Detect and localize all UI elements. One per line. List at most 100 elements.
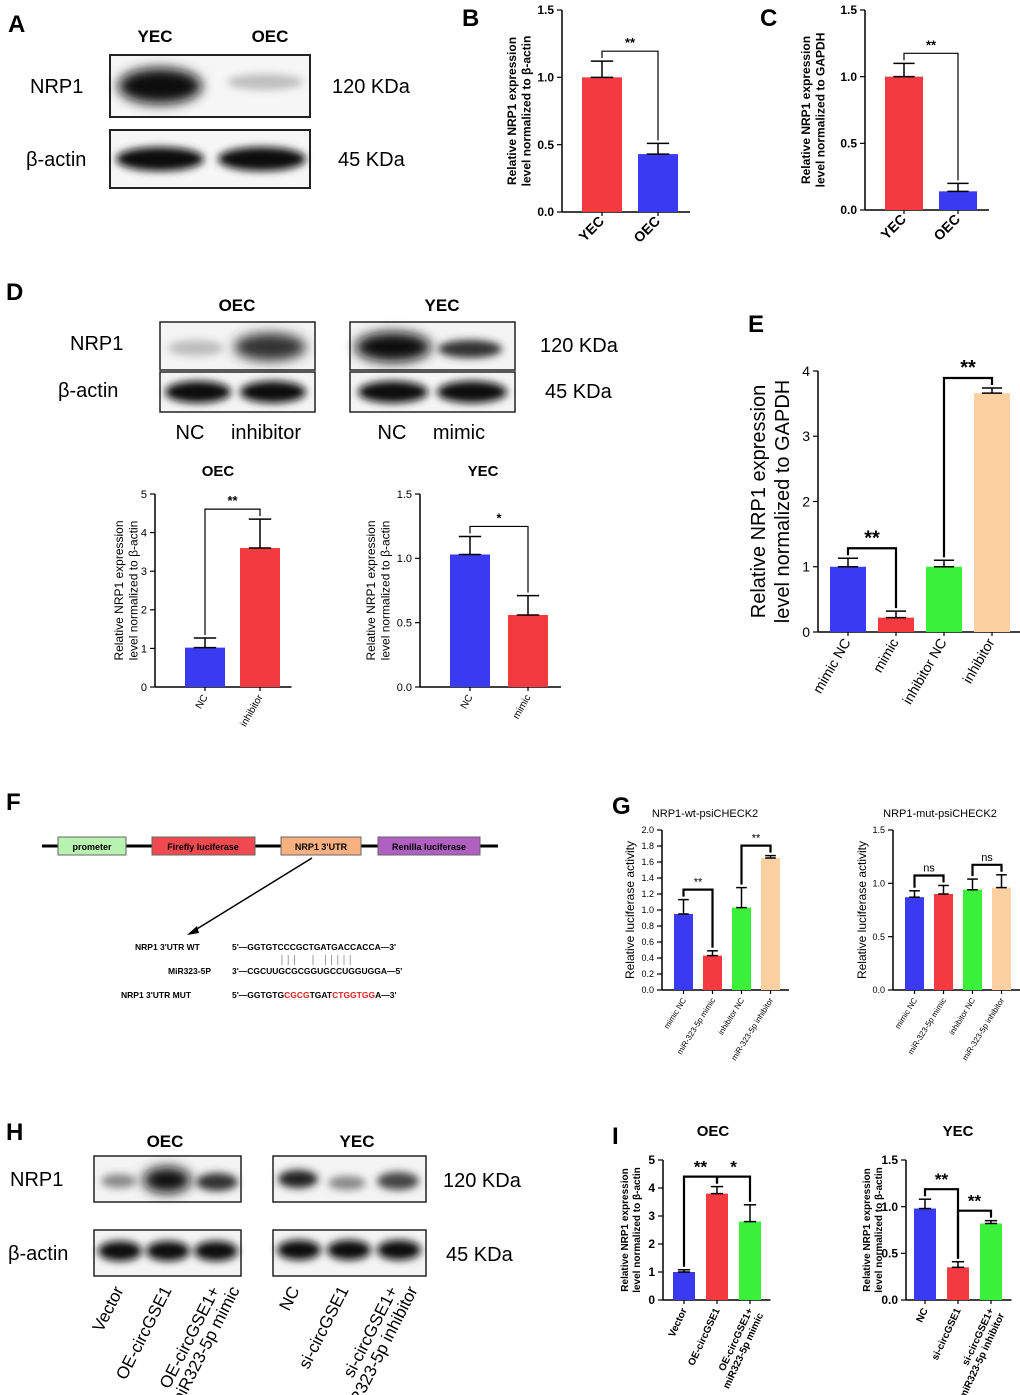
y-tick-label: 1.6: [641, 857, 654, 867]
bar: [673, 1272, 695, 1300]
band-h-yec-1-nrp1: [278, 1170, 318, 1188]
y-axis-label-line: level normalized to β-actin: [378, 521, 392, 661]
panel-letter-e: E: [748, 311, 764, 338]
chart-title: OEC: [202, 463, 235, 480]
y-axis-label: Relative NRP1 expressionlevel normalized…: [112, 520, 140, 660]
significance-label: ns: [981, 852, 993, 864]
y-tick-label: 1: [648, 1265, 655, 1279]
chart-d2: YEC 0.0 0.5 1.0 1.5 Relative NRP1 expressionl…: [364, 463, 561, 721]
band-h-yec-3-nrp1: [377, 1172, 419, 1190]
y-tick-label: 1.5: [537, 3, 554, 17]
y-tick-label: 3: [648, 1209, 655, 1223]
x-tick-label: mimic: [869, 636, 901, 676]
band-h-yec-1-bactin: [277, 1240, 321, 1260]
utr-arrow: [191, 857, 313, 933]
x-tick-label: si-circGSE1: [930, 1306, 964, 1362]
y-tick-label: 5: [141, 489, 147, 501]
bar: [905, 897, 924, 990]
box-firefly-label: Firefly luciferase: [167, 842, 239, 852]
bar: [703, 955, 722, 990]
panel-letter-c: C: [760, 5, 777, 32]
chart-c: C 0.0 0.5 1.0 1.5 Relative NRP1 expressionlev…: [760, 3, 989, 244]
x-tick-label: YEC: [575, 213, 607, 245]
panel-letter-a: A: [8, 11, 25, 38]
y-axis-label-line: level normalized to GAPDH: [772, 380, 794, 623]
chart-e: E 0 1 2 3 4 Relative NRP1 expression level norm…: [748, 311, 1020, 707]
panel-a-blot: A YEC OEC NRP1 120 KDa β-actin 45 KDa: [8, 11, 411, 189]
bar: [992, 887, 1011, 990]
band-h-oec-2-nrp1: [143, 1167, 191, 1193]
size-label-h-nrp1: 120 KDa: [443, 1170, 522, 1192]
x-tick-label: NC: [915, 1307, 931, 1325]
panel-h-blot: H OEC YEC NRP1 β-actin 120 KDa 45 KDa Ve…: [6, 1119, 522, 1395]
chart-title: YEC: [943, 1123, 974, 1140]
row-label-h-bactin: β-actin: [8, 1243, 68, 1265]
y-tick-label: 0.0: [641, 985, 654, 995]
significance-bracket: [903, 52, 959, 181]
bar: [939, 191, 977, 210]
x-tick-label: mimic NC: [893, 996, 919, 1030]
significance-bracket: [715, 1175, 752, 1202]
box-utr-label: NRP1 3'UTR: [295, 842, 348, 852]
lane-label-h-vector: Vector: [89, 1283, 128, 1335]
y-axis-label: Relative NRP1 expressionlevel normalized…: [620, 1167, 643, 1293]
y-tick-label: 3: [141, 566, 147, 578]
y-axis-label-line: level normalized to β-actin: [874, 1167, 885, 1293]
x-tick-label: inhibitor: [239, 692, 266, 728]
band-d-yec-nc-bactin: [358, 381, 428, 403]
row-label-d-bactin: β-actin: [58, 380, 118, 402]
lane-label-h-si: si-circGSE1: [295, 1283, 353, 1372]
significance-bracket: [601, 50, 659, 141]
band-nrp1-oec: [227, 74, 303, 90]
significance-label: **: [752, 833, 761, 845]
seq-mut-part-3: TGAT: [310, 990, 333, 1000]
y-tick-label: 4: [648, 1181, 655, 1195]
x-tick-label: OEC: [930, 211, 963, 244]
band-h-yec-2-bactin: [327, 1240, 371, 1260]
y-tick-label: 1.5: [397, 489, 412, 501]
seq-label-mir: MiR323-5P: [168, 966, 211, 976]
significance-bracket: [682, 888, 714, 948]
x-tick-label: inhibitor NC: [899, 636, 949, 707]
bar: [739, 1221, 761, 1300]
y-axis-label-line: Relative NRP1 expression: [505, 37, 519, 185]
band-d-yec-mimic-nrp1: [438, 340, 502, 358]
lane-label-d-inhibitor: inhibitor: [231, 422, 301, 444]
bar: [914, 1208, 936, 1300]
lane-label-oec: OEC: [252, 27, 289, 46]
band-d-oec-nc-bactin: [165, 381, 231, 403]
chart-title: NRP1-wt-psiCHECK2: [652, 808, 758, 820]
bar: [934, 894, 953, 990]
y-axis-label-line: level normalized to β-actin: [519, 36, 533, 187]
bar: [963, 889, 982, 990]
bar: [732, 907, 751, 990]
band-bactin-oec: [218, 147, 306, 171]
significance-label: **: [968, 1192, 982, 1211]
bar: [240, 548, 280, 687]
chart-d1: OEC 0 1 2 3 4 5 Relative NRP1 expressionlevel n…: [112, 463, 292, 729]
row-label-nrp1: NRP1: [30, 76, 83, 98]
y-tick-label: 2: [802, 493, 810, 509]
y-axis-label-line: level normalized to β-actin: [632, 1167, 643, 1293]
significance-label: **: [694, 877, 703, 889]
chart-b: B 0.0 0.5 1.0 1.5 Relative NRP1 expressionlev…: [462, 3, 690, 246]
bar: [878, 617, 914, 632]
seq-label-wt: NRP1 3'UTR WT: [135, 942, 201, 952]
x-tick-label: inhibitor NC: [716, 996, 746, 1036]
significance-label: ns: [923, 862, 935, 874]
significance-label: *: [730, 1158, 737, 1177]
significance-bracket: [913, 874, 945, 888]
bar: [830, 566, 866, 632]
significance-bracket: [740, 844, 772, 885]
panel-letter-h: H: [6, 1119, 23, 1146]
bar: [761, 858, 780, 990]
base-pair-lines: [281, 955, 351, 965]
y-tick-label: 1.0: [641, 905, 654, 915]
y-tick-label: 2.0: [641, 825, 654, 835]
y-tick-label: 0.4: [641, 953, 654, 963]
x-tick-label: mimic NC: [662, 996, 688, 1030]
y-tick-label: 0: [648, 1293, 655, 1307]
y-tick-label: 0.0: [840, 203, 857, 217]
y-tick-label: 1: [802, 559, 810, 575]
